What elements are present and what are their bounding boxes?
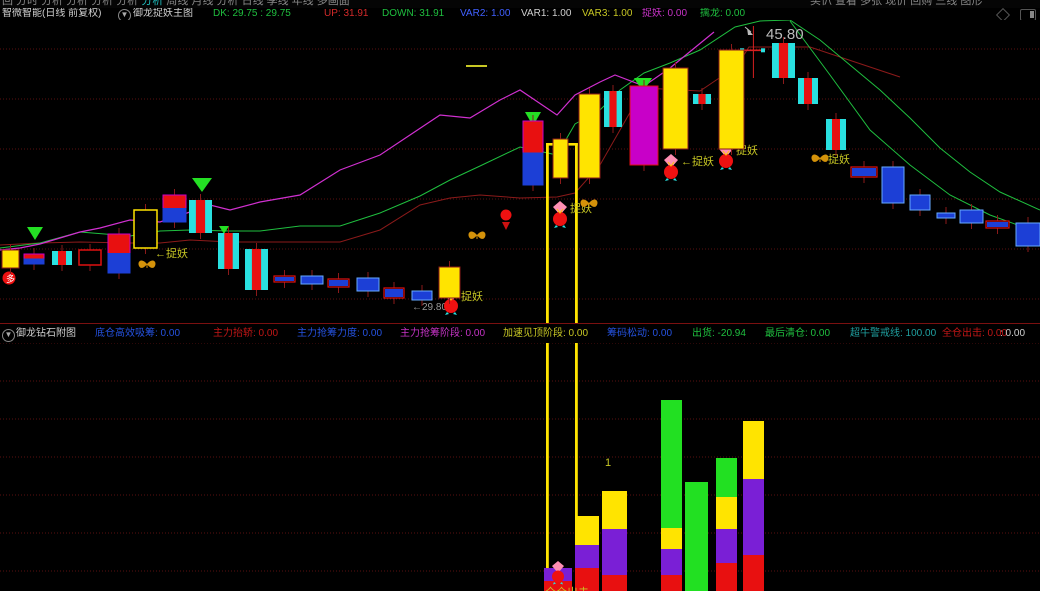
svg-text:多: 多: [6, 273, 15, 284]
svg-text:1: 1: [605, 457, 611, 469]
svg-text:45.80: 45.80: [766, 26, 804, 43]
svg-text:←29.80: ←29.80: [412, 302, 447, 313]
svg-text:←捉妖: ←捉妖: [155, 246, 188, 260]
svg-text:捉妖: 捉妖: [828, 152, 850, 166]
svg-text:←捉妖: ←捉妖: [681, 154, 714, 168]
svg-text:捉妖: 捉妖: [461, 289, 483, 303]
